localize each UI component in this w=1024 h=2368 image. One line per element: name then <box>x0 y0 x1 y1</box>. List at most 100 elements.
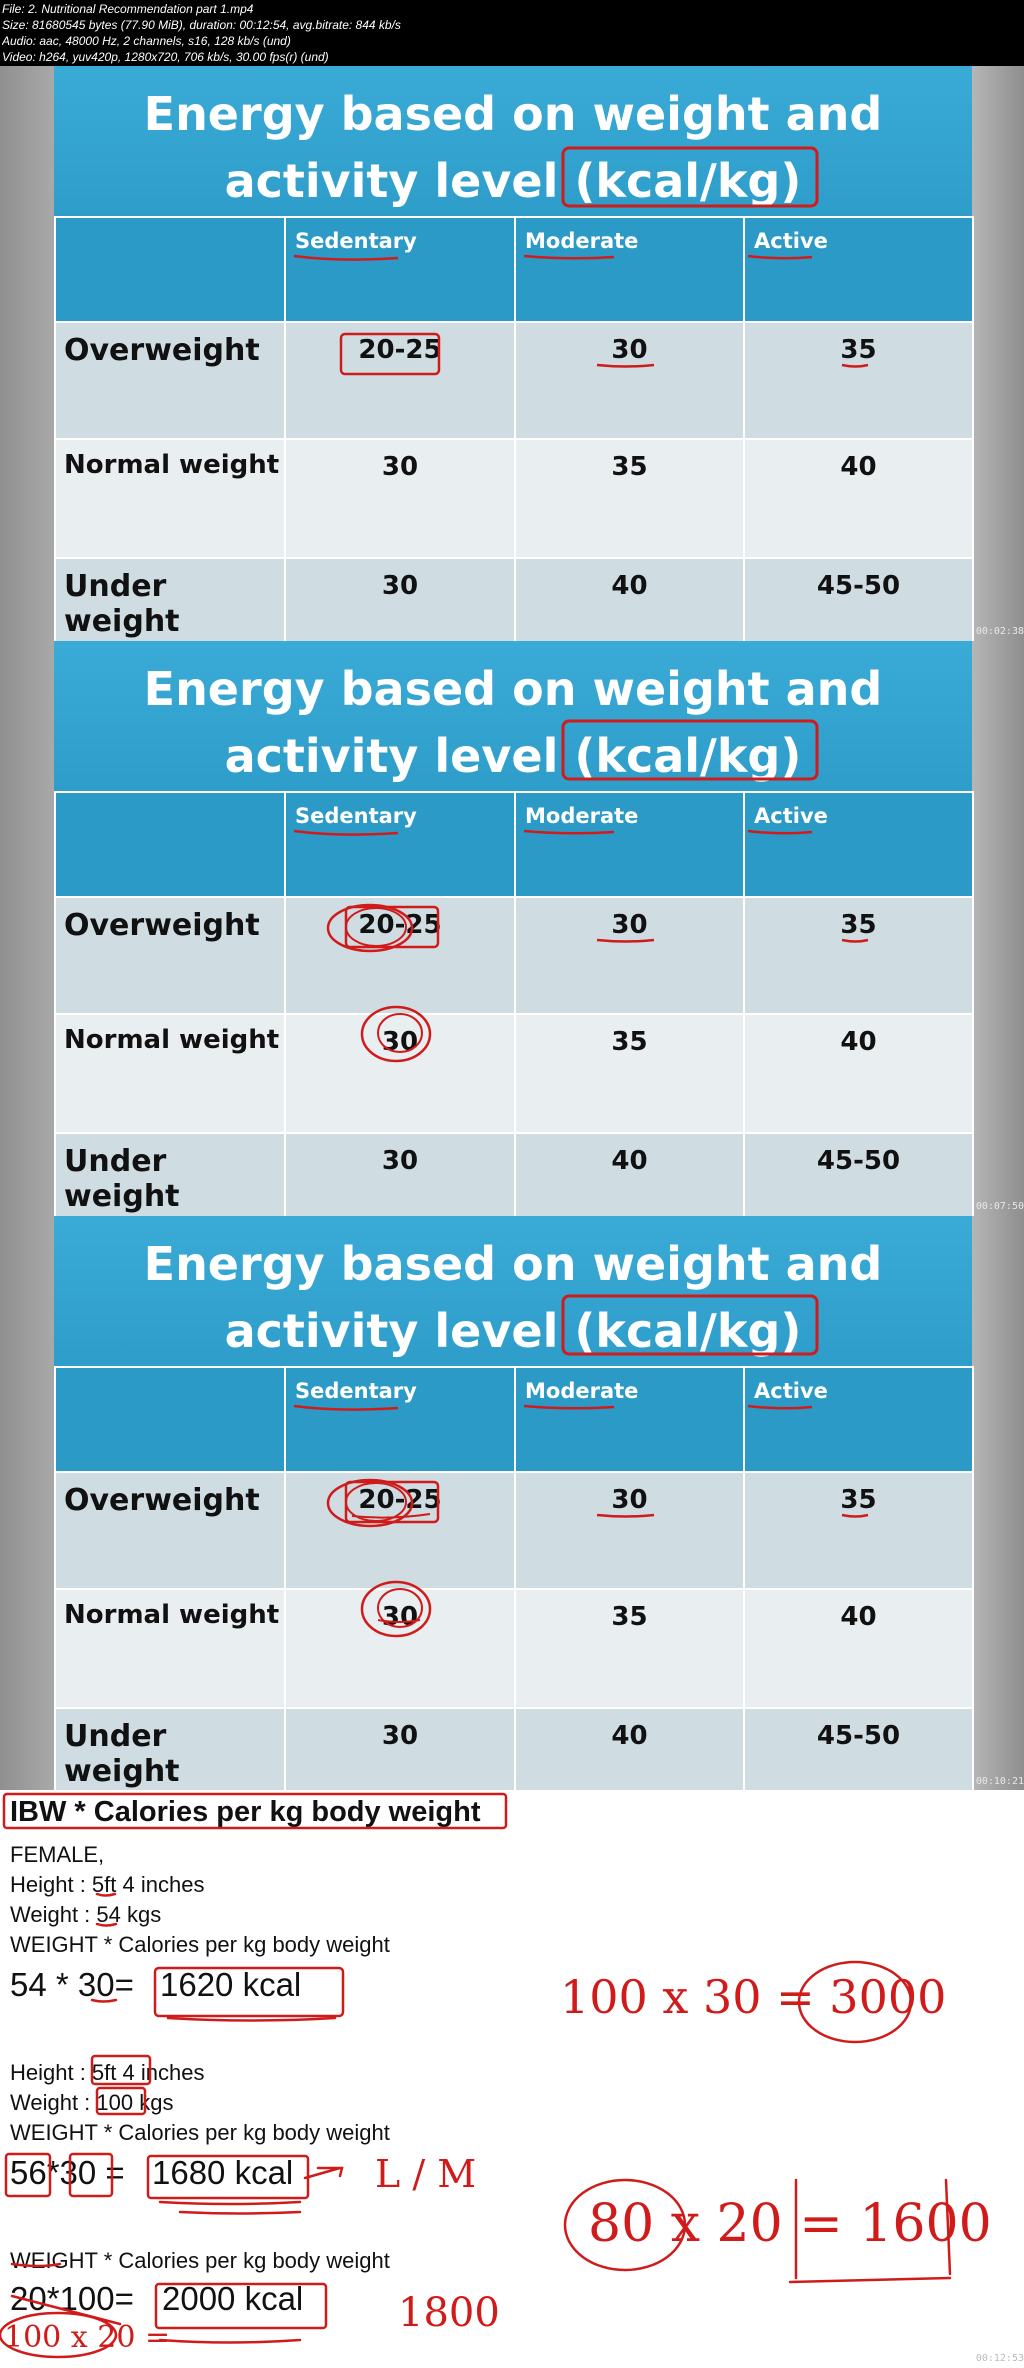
file-info-line: Audio: aac, 48000 Hz, 2 channels, s16, 1… <box>2 34 291 48</box>
female-label: FEMALE, <box>10 1842 105 1867</box>
table-cell: 30 <box>514 896 745 1015</box>
table-row: Overweight 20-25 30 35 <box>54 321 974 440</box>
column-header-active: Active <box>743 1366 974 1473</box>
table-row: Under weight 30 40 45-50 <box>54 557 974 641</box>
weight-line: Weight : 54 kgs <box>10 1902 162 1927</box>
table-cell: 35 <box>743 321 974 440</box>
column-header-sedentary: Sedentary <box>284 1366 516 1473</box>
header-empty-cell <box>54 1366 286 1473</box>
column-header-sedentary: Sedentary <box>284 791 516 898</box>
calculation-result: 1680 kcal <box>152 2154 294 2191</box>
handwritten-note: 1800 <box>398 2290 500 2336</box>
calculation-left: 20*100= <box>10 2280 134 2317</box>
file-info-line: Size: 81680545 bytes (77.90 MiB), durati… <box>2 18 401 32</box>
handwritten-calculation: 100 x 20 = <box>4 2320 171 2355</box>
row-label: Normal weight <box>54 1588 286 1709</box>
table-cell: 40 <box>743 1013 974 1134</box>
table-row: Normal weight 30 35 40 <box>54 1588 974 1709</box>
height-line: Height : 5ft 4 inches <box>10 1872 205 1897</box>
column-header-moderate: Moderate <box>514 1366 745 1473</box>
height-line: Height : 5ft 4 inches <box>10 2060 205 2085</box>
table-cell: 45-50 <box>743 1707 974 1791</box>
handwritten-calculation: 80 x 20 = 1600 <box>588 2194 992 2254</box>
video-timestamp: 00:02:38 <box>975 626 1024 637</box>
slide: Energy based on weight and activity leve… <box>54 1216 974 1791</box>
slide-title-line-1: Energy based on weight and <box>143 87 883 141</box>
handwritten-note: L / M <box>375 2152 477 2196</box>
table-cell: 35 <box>743 1471 974 1590</box>
row-label: Under weight <box>54 557 286 641</box>
whiteboard-frame: IBW * Calories per kg body weight FEMALE… <box>0 1790 1024 2368</box>
file-info-line: Video: h264, yuv420p, 1280x720, 706 kb/s… <box>2 50 329 64</box>
table-cell: 40 <box>743 438 974 559</box>
table-header-row: Sedentary Moderate Active <box>54 1366 974 1473</box>
slide-title-line-2: activity level (kcal/kg) <box>224 1304 802 1358</box>
slide-title-line-2: activity level (kcal/kg) <box>224 729 802 783</box>
table-cell: 40 <box>514 1707 745 1791</box>
slide-title-line-2: activity level (kcal/kg) <box>224 154 802 208</box>
table-header-row: Sedentary Moderate Active <box>54 791 974 898</box>
table-row: Overweight 20-25 30 35 <box>54 1471 974 1590</box>
table-cell: 45-50 <box>743 557 974 641</box>
calculation-left: 56*30 = <box>10 2154 125 2191</box>
header-empty-cell <box>54 216 286 323</box>
row-label: Normal weight <box>54 1013 286 1134</box>
table-cell: 30 <box>514 1471 745 1590</box>
formula-line: WEIGHT * Calories per kg body weight <box>10 2120 390 2145</box>
video-frame-3: Energy based on weight and activity leve… <box>0 1216 1024 1791</box>
slide: Energy based on weight and activity leve… <box>54 641 974 1216</box>
table-row: Normal weight 30 35 40 <box>54 1013 974 1134</box>
background-left <box>0 66 54 641</box>
file-info-line: File: 2. Nutritional Recommendation part… <box>2 2 254 16</box>
column-header-sedentary: Sedentary <box>284 216 516 323</box>
table-cell: 30 <box>284 438 516 559</box>
row-label: Under weight <box>54 1707 286 1791</box>
column-header-moderate: Moderate <box>514 216 745 323</box>
table-cell: 20-25 <box>284 321 516 440</box>
row-label: Overweight <box>54 896 286 1015</box>
table-cell: 40 <box>514 1132 745 1216</box>
table-cell: 30 <box>284 557 516 641</box>
background-right <box>972 66 1024 641</box>
table-cell: 30 <box>514 321 745 440</box>
video-timestamp: 00:07:50 <box>975 1201 1024 1212</box>
table-cell: 20-25 <box>284 1471 516 1590</box>
slide-title-bar <box>54 66 972 216</box>
row-label: Under weight <box>54 1132 286 1216</box>
column-header-active: Active <box>743 216 974 323</box>
video-frame-2: Energy based on weight and activity leve… <box>0 641 1024 1216</box>
table-cell: 35 <box>514 1013 745 1134</box>
table-cell: 35 <box>514 438 745 559</box>
table-cell: 30 <box>284 1132 516 1216</box>
slide-title-bar <box>54 641 972 791</box>
column-header-active: Active <box>743 791 974 898</box>
table-cell: 20-25 <box>284 896 516 1015</box>
row-label: Overweight <box>54 321 286 440</box>
calculation-left: 54 * 30= <box>10 1966 134 2003</box>
column-header-moderate: Moderate <box>514 791 745 898</box>
calculation-result: 2000 kcal <box>162 2280 304 2317</box>
slide-title-line-1: Energy based on weight and <box>143 1237 883 1291</box>
formula-line: WEIGHT * Calories per kg body weight <box>10 2248 390 2273</box>
energy-table: Sedentary Moderate Active Overweight 20-… <box>54 1366 974 1791</box>
video-timestamp: 00:10:21 <box>975 1776 1024 1787</box>
slide-title-line-1: Energy based on weight and <box>143 662 883 716</box>
formula-line: WEIGHT * Calories per kg body weight <box>10 1932 390 1957</box>
handwritten-calculation: 100 x 30 = 3000 <box>560 1970 947 2024</box>
slide-title-bar <box>54 1216 972 1366</box>
slide: Energy based on weight and activity leve… <box>54 66 974 641</box>
table-cell: 45-50 <box>743 1132 974 1216</box>
row-label: Normal weight <box>54 438 286 559</box>
background-right <box>972 641 1024 1216</box>
whiteboard-heading: IBW * Calories per kg body weight <box>10 1796 481 1828</box>
table-row: Normal weight 30 35 40 <box>54 438 974 559</box>
table-cell: 30 <box>284 1707 516 1791</box>
energy-table: Sedentary Moderate Active Overweight 20-… <box>54 216 974 641</box>
table-header-row: Sedentary Moderate Active <box>54 216 974 323</box>
table-cell: 35 <box>743 896 974 1015</box>
table-cell: 35 <box>514 1588 745 1709</box>
table-row: Under weight 30 40 45-50 <box>54 1132 974 1216</box>
video-timestamp: 00:12:53 <box>975 2353 1024 2364</box>
file-info-header: File: 2. Nutritional Recommendation part… <box>0 0 1024 66</box>
header-empty-cell <box>54 791 286 898</box>
